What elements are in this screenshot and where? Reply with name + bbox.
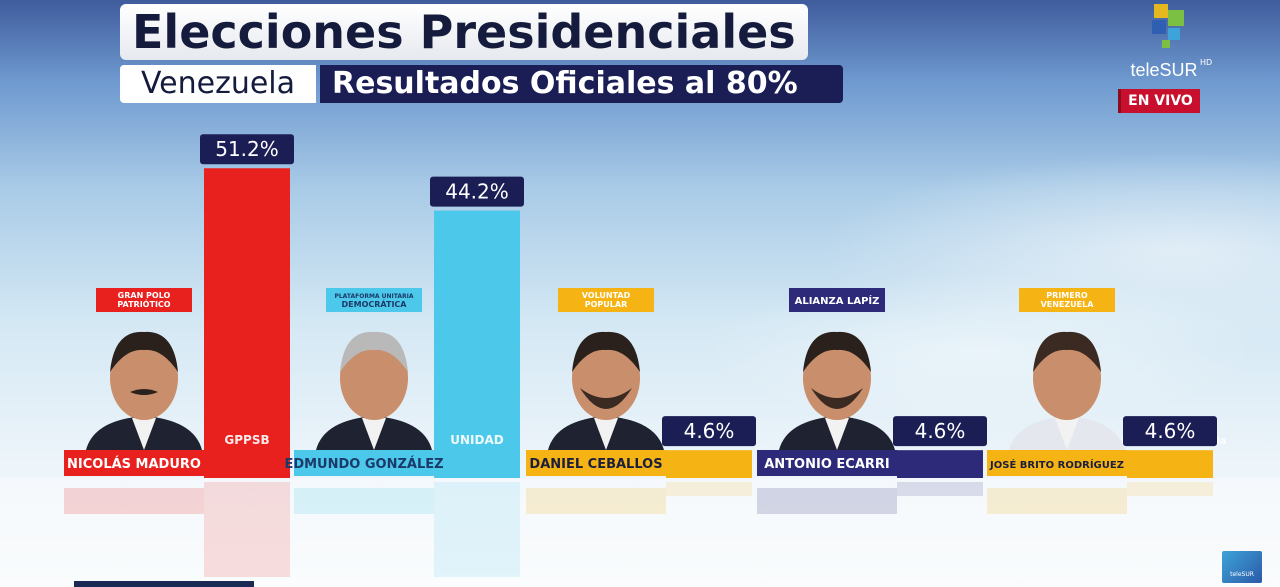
value-box [1123, 416, 1217, 447]
value-box [430, 176, 524, 207]
bar [204, 168, 290, 479]
portrait-hair [110, 331, 178, 372]
candidate-name: EDMUNDO GONZÁLEZ [284, 456, 443, 472]
name-tag [294, 450, 434, 476]
portrait-collar [132, 418, 156, 450]
portrait-collar [1055, 418, 1079, 450]
bottom-strip [74, 581, 254, 587]
party-tag-label: VOLUNTAD [582, 291, 631, 300]
candidate-group: PRIMERO Venezuela4.6%PRIMEROVENEZUELAJOS… [987, 288, 1227, 514]
candidate-group: UNIDAD 44.2% PLATAFORMA UNITARIADEMOCRÁTIC… [284, 176, 524, 577]
party-tag [558, 288, 654, 312]
page-title: Elecciones Presidenciales [120, 4, 808, 60]
bar-reflection [434, 482, 520, 577]
party-tag-label: PRIMERO [1046, 291, 1088, 300]
value-label: 4.6% [1145, 419, 1196, 443]
value-label: 51.2% [215, 137, 279, 161]
telesur-corner-logo-icon: teleSUR [1222, 551, 1262, 583]
bar [897, 450, 983, 478]
live-badge: EN VIVO [1118, 89, 1200, 113]
bar-party-mark: UNIDAD [450, 433, 504, 447]
portrait-mustache [130, 389, 158, 395]
party-tag-label: ALIANZA LAPÍZ [795, 294, 880, 307]
value-box [200, 134, 294, 165]
party-tag-label: GRAN POLO [118, 291, 171, 300]
party-tag [96, 288, 192, 312]
corner-logo-text: teleSUR [1230, 571, 1254, 578]
party-tag [326, 288, 422, 312]
bar-reflection [666, 482, 752, 496]
name-tag-reflection [294, 488, 434, 514]
bar-reflection [1127, 482, 1213, 496]
value-box [662, 416, 756, 447]
country-label: Venezuela [120, 65, 316, 103]
name-tag-reflection [757, 488, 897, 514]
portrait-collar [594, 418, 618, 450]
portrait-beard [580, 388, 632, 409]
portrait-beard [811, 388, 863, 409]
portrait-hair [340, 331, 408, 372]
gonzalez-portrait-icon [340, 336, 408, 420]
party-tag [789, 288, 885, 312]
value-label: 44.2% [445, 180, 509, 204]
hd-badge: HD [1200, 58, 1213, 67]
bar-reflection [897, 482, 983, 496]
bar-party-mark: GPPSB [224, 433, 269, 447]
broadcaster-name: teleSUR [1130, 60, 1198, 80]
bar [1127, 450, 1213, 478]
candidate-name: NICOLÁS MADURO [67, 456, 201, 472]
value-label: 4.6% [915, 419, 966, 443]
portrait-hair [572, 331, 640, 372]
party-tag-label: PATRIÓTICO [117, 298, 170, 309]
bar [666, 450, 752, 478]
party-tag-label: PLATAFORMA UNITARIA [334, 293, 413, 300]
bar [434, 210, 520, 478]
value-box [893, 416, 987, 447]
results-subtitle: Resultados Oficiales al 80% [320, 65, 843, 103]
party-tag-label: POPULAR [585, 300, 627, 309]
name-tag-reflection [987, 488, 1127, 514]
bar-reflection [204, 482, 290, 577]
broadcaster-logo: teleSUR HD EN VIVO [1108, 0, 1220, 118]
brito-portrait-icon [1033, 336, 1101, 420]
portrait-hair [803, 331, 871, 372]
name-tag-reflection [526, 488, 666, 514]
reflection-floor [0, 478, 1280, 587]
party-tag-label: DEMOCRÁTICA [342, 298, 408, 309]
portrait-collar [362, 418, 386, 450]
party-tag [1019, 288, 1115, 312]
candidate-name: ANTONIO ECARRI [764, 457, 890, 472]
party-tag-label: VENEZUELA [1041, 300, 1095, 309]
maduro-portrait-icon [110, 336, 178, 420]
name-tag [987, 450, 1127, 476]
name-tag-reflection [64, 488, 204, 514]
name-tag [757, 450, 897, 476]
candidate-name: JOSÉ BRITO RODRÍGUEZ [989, 458, 1124, 471]
portrait-hair [1033, 331, 1101, 372]
name-tag [526, 450, 666, 476]
portrait-collar [825, 418, 849, 450]
name-tag [64, 450, 204, 476]
value-label: 4.6% [684, 419, 735, 443]
candidate-name: DANIEL CEBALLOS [529, 457, 662, 472]
telesur-logo-icon [1152, 4, 1184, 48]
